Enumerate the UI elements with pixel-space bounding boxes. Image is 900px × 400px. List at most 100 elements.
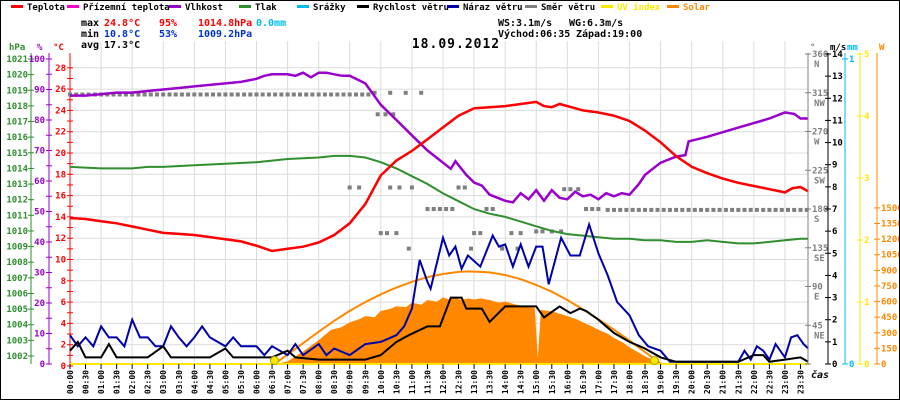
wind-direction-dot xyxy=(403,90,408,95)
y-axis-hpa-label: 1010 xyxy=(6,227,28,237)
series-ground_temperature-line xyxy=(69,100,809,253)
legend-item-uv-index: UV index xyxy=(601,3,660,13)
y-axis-ms-label: 13 xyxy=(832,72,843,82)
wind-direction-dot xyxy=(391,112,396,117)
axis-unit-label: ° xyxy=(810,43,815,53)
wind-direction-dot xyxy=(223,92,228,97)
y-axis-uv-label: 1 xyxy=(864,298,869,308)
y-axis-deg-label: 270 xyxy=(812,128,828,138)
wind-direction-dot xyxy=(680,207,685,212)
y-axis-celsius-label: 28 xyxy=(55,64,66,74)
wind-direction-dot xyxy=(761,207,766,212)
wind-direction-dot xyxy=(310,92,315,97)
wind-direction-dot xyxy=(624,207,629,212)
stat-wind-gust-max: WG:6.3m/s xyxy=(569,18,624,29)
x-axis-tick-label: 17:30 xyxy=(610,370,619,394)
legend-item-srazky: Srážky xyxy=(297,3,346,13)
wind-direction-dot xyxy=(667,207,672,212)
wind-direction-dot xyxy=(462,185,467,190)
wind-direction-dot xyxy=(612,207,616,212)
x-axis-tick-label: 07:00 xyxy=(284,370,293,394)
stat-min-pressure: 1009.2hPa xyxy=(198,29,253,40)
y-axis-percent-label: 10 xyxy=(34,330,45,340)
series-humidity-line xyxy=(70,71,809,204)
stat-min-label: min xyxy=(81,29,100,40)
wind-direction-dot xyxy=(155,92,159,97)
wind-direction-dot xyxy=(130,92,135,97)
axis-unit-label: % xyxy=(37,43,43,53)
wind-direction-dot xyxy=(357,185,362,190)
wind-direction-dot xyxy=(136,92,141,97)
wind-direction-dot xyxy=(717,207,722,212)
y-axis-ms-label: 0 xyxy=(832,360,837,370)
wind-direction-dot xyxy=(500,246,505,251)
x-axis-tick-label: 06:00 xyxy=(252,370,261,394)
y-axis-mm-label: 1 xyxy=(849,55,854,65)
x-axis-tick-label: 11:30 xyxy=(423,370,432,394)
x-axis-tick-label: 00:00 xyxy=(66,370,75,394)
legend-label-tlak: Tlak xyxy=(255,3,277,13)
wind-direction-dot xyxy=(692,207,697,212)
wind-direction-dot xyxy=(786,207,790,212)
wind-direction-dot xyxy=(490,207,495,211)
legend-swatch-tlak xyxy=(239,5,251,8)
wind-direction-dot xyxy=(705,207,710,212)
y-axis-w-label: 1200 xyxy=(881,235,899,245)
wind-direction-dot xyxy=(472,231,477,236)
x-axis-tick-label: 14:00 xyxy=(501,370,510,394)
wind-direction-dot xyxy=(329,92,334,97)
wind-direction-dot xyxy=(419,90,424,95)
wind-direction-dot xyxy=(266,92,271,97)
y-axis-hpa-label: 1009 xyxy=(6,243,28,253)
y-axis-w-label: 450 xyxy=(881,313,897,323)
wind-direction-dot xyxy=(742,207,747,212)
y-axis-celsius-label: 20 xyxy=(55,149,66,159)
x-axis-tick-label: 08:30 xyxy=(330,370,339,394)
x-axis-tick-label: 10:00 xyxy=(377,370,386,394)
y-axis-hpa-label: 1021 xyxy=(6,55,28,65)
wind-direction-dot xyxy=(661,207,666,212)
wind-direction-dot xyxy=(397,185,402,190)
stat-avg-temp: 17.3°C xyxy=(104,40,141,51)
x-axis-tick-label: 01:00 xyxy=(97,370,106,394)
legend-label-vlhkost: Vlhkost xyxy=(185,3,223,13)
wind-direction-dot xyxy=(649,207,654,212)
legend-item-smer-vetru: Směr větru xyxy=(525,3,595,13)
y-axis-hpa-label: 1020 xyxy=(6,71,28,81)
legend-label-srazky: Srážky xyxy=(313,3,346,13)
wind-direction-dot xyxy=(767,207,772,212)
y-axis-percent-label: 20 xyxy=(34,299,45,309)
y-axis-percent-label: 80 xyxy=(34,116,45,126)
x-axis-tick-label: 01:30 xyxy=(113,370,122,394)
x-axis-tick-label: 11:00 xyxy=(408,370,417,394)
wind-direction-dot xyxy=(394,231,399,236)
x-axis-tick-label: 05:30 xyxy=(237,370,246,394)
y-axis-uv-label: 2 xyxy=(864,236,869,246)
wind-direction-dot xyxy=(235,92,240,97)
y-axis-percent-label: 90 xyxy=(34,86,45,96)
y-axis-w-label: 300 xyxy=(881,329,897,339)
y-axis-hpa-label: 1015 xyxy=(6,149,28,159)
legend-swatch-prizemni-teplota xyxy=(67,5,79,8)
y-axis-uv-label: 3 xyxy=(864,174,869,184)
legend-swatch-srazky xyxy=(297,5,309,8)
series-temperature-line xyxy=(69,100,809,253)
axis-unit-label: W xyxy=(879,43,885,53)
wind-direction-dot xyxy=(630,207,635,212)
y-axis-uv-label: 0 xyxy=(864,360,869,370)
wind-direction-dot xyxy=(584,207,588,211)
wind-direction-dot xyxy=(229,92,234,97)
x-axis-tick-label: 20:00 xyxy=(688,370,697,394)
wind-direction-dot xyxy=(469,246,473,251)
wind-direction-dot xyxy=(484,207,489,211)
y-axis-deg-dir-label: NW xyxy=(814,99,825,109)
wind-direction-dot xyxy=(298,92,302,97)
y-axis-w-label: 900 xyxy=(881,266,897,276)
y-axis-ms-label: 1 xyxy=(832,338,837,348)
wind-direction-dot xyxy=(375,112,380,117)
y-axis-hpa-label: 1006 xyxy=(6,289,28,299)
y-axis-deg-label: 90 xyxy=(812,283,823,293)
wind-direction-dot xyxy=(425,207,430,211)
x-axis-tick-label: 10:30 xyxy=(392,370,401,394)
